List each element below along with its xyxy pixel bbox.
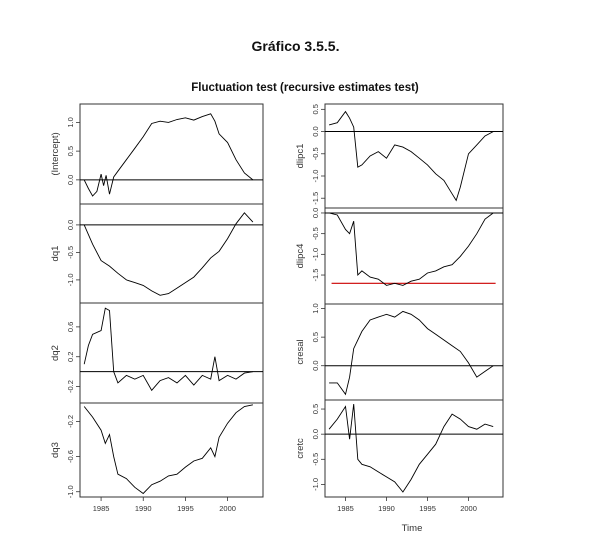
x-tick-label-right: 1990 <box>378 504 395 513</box>
series-line-dq3 <box>83 404 253 495</box>
y-axis-label-cretc: cretc <box>295 438 306 459</box>
y-tick-label-cresal: 0.5 <box>311 332 320 342</box>
y-tick-label-dq2: 0.6 <box>66 322 75 332</box>
y-axis-label-dlipc4: dlipc4 <box>295 244 306 269</box>
x-tick-label-left: 1990 <box>135 504 152 513</box>
series-line-dlipc4 <box>328 212 494 286</box>
panel-frame-dq3 <box>79 402 264 498</box>
page-title: Gráfico 3.5.5. <box>251 38 340 54</box>
y-tick-label-dq1: -1.0 <box>66 273 75 286</box>
y-axis-label-dlipc1: dlipc1 <box>295 144 306 169</box>
y-tick-label-dq3: -0.2 <box>66 415 75 428</box>
y-axis-label-dq2: dq2 <box>50 345 61 361</box>
x-tick-label-left: 1995 <box>177 504 194 513</box>
x-tick-label-right: 2000 <box>460 504 477 513</box>
y-tick-label-intercept: 1.0 <box>66 117 75 127</box>
panel-frame-cretc <box>324 399 504 498</box>
y-tick-label-dq2: 0.2 <box>66 352 75 362</box>
y-tick-label-dq1: -0.5 <box>66 246 75 259</box>
y-tick-label-dlipc1: -1.5 <box>311 192 320 205</box>
panel-frame-dq2 <box>79 302 264 404</box>
y-tick-label-dlipc1: 0.0 <box>311 126 320 136</box>
x-tick-label-left: 1985 <box>93 504 110 513</box>
y-tick-label-dq2: -0.2 <box>66 380 75 393</box>
panel-frame-dq1 <box>79 203 264 304</box>
y-tick-label-dlipc4: -0.5 <box>311 227 320 240</box>
y-tick-label-cretc: 0.5 <box>311 404 320 414</box>
y-tick-label-dq3: -1.0 <box>66 485 75 498</box>
x-tick-label-right: 1995 <box>419 504 436 513</box>
y-tick-label-intercept: 0.0 <box>66 175 75 185</box>
x-tick-label-right: 1985 <box>337 504 354 513</box>
y-tick-label-dlipc1: -0.5 <box>311 147 320 160</box>
series-line-dq2 <box>83 307 253 392</box>
y-tick-label-intercept: 0.5 <box>66 146 75 156</box>
y-tick-label-dlipc4: 0.0 <box>311 208 320 218</box>
y-axis-label-cresal: cresal <box>295 339 306 364</box>
series-line-intercept <box>83 113 254 197</box>
y-tick-label-cretc: -0.5 <box>311 453 320 466</box>
series-line-dq1 <box>83 212 254 296</box>
series-line-dlipc1 <box>328 110 494 202</box>
y-tick-label-dq3: -0.6 <box>66 450 75 463</box>
y-tick-label-cresal: 1.0 <box>311 303 320 313</box>
panels-group: 0.0 0.5 1.0 (Intercept) 0.0 -0.5 -1.0 dq1 -0.2 0.… <box>50 103 504 513</box>
panel-frame-intercept <box>79 103 264 205</box>
y-tick-label-cresal: 0.0 <box>311 360 320 370</box>
y-axis-label-intercept: (Intercept) <box>50 132 61 175</box>
y-axis-label-dq3: dq3 <box>50 442 61 458</box>
y-tick-label-cretc: -1.0 <box>311 478 320 491</box>
y-tick-label-cretc: 0.0 <box>311 429 320 439</box>
panel-frame-cresal <box>324 303 504 401</box>
x-tick-label-left: 2000 <box>219 504 236 513</box>
x-axis-label: Time <box>402 523 423 534</box>
series-line-cretc <box>328 403 494 493</box>
series-line-cresal <box>329 310 494 396</box>
y-tick-label-dlipc1: 0.5 <box>311 104 320 114</box>
y-tick-label-dlipc1: -1.0 <box>311 170 320 183</box>
y-axis-label-dq1: dq1 <box>50 246 61 262</box>
panel-frame-dlipc1 <box>324 103 504 209</box>
y-tick-label-dlipc4: -1.5 <box>311 269 320 282</box>
panel-frame-dlipc4 <box>324 207 504 305</box>
y-tick-label-dlipc4: -1.0 <box>311 248 320 261</box>
chart-title: Fluctuation test (recursive estimates te… <box>191 82 419 94</box>
y-tick-label-dq1: 0.0 <box>66 220 75 230</box>
